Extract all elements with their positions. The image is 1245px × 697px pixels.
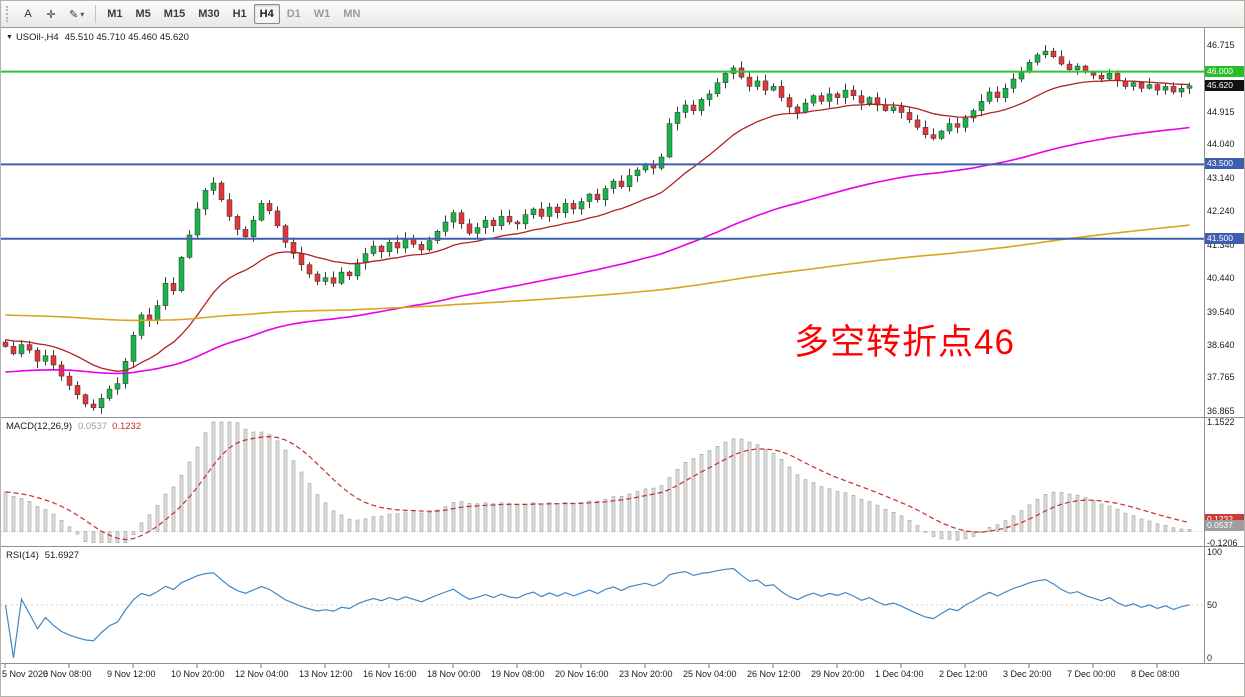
chevron-down-icon: ▾ bbox=[80, 9, 85, 19]
crosshair-tool-button[interactable]: ✛ bbox=[40, 4, 62, 24]
toolbar-separator bbox=[95, 5, 97, 23]
toolbar-grip[interactable] bbox=[6, 6, 13, 22]
pencil-icon: ✎ bbox=[69, 8, 79, 21]
panel-splitter[interactable] bbox=[1, 546, 1244, 547]
timeframe-w1-button[interactable]: W1 bbox=[308, 4, 337, 24]
macd-panel bbox=[1, 418, 1204, 546]
chart-annotation-text[interactable]: 多空转折点46 bbox=[794, 323, 1015, 362]
time-axis-strip[interactable] bbox=[1, 664, 1244, 696]
timeframe-mn-button[interactable]: MN bbox=[337, 4, 366, 24]
timeframe-d1-button[interactable]: D1 bbox=[281, 4, 307, 24]
panel-splitter[interactable] bbox=[1, 417, 1244, 418]
toolbar: A ✛ ✎ ▾ M1 M5 M15 M30 H1 H4 D1 W1 MN bbox=[1, 1, 1244, 28]
timeframe-m15-button[interactable]: M15 bbox=[158, 4, 191, 24]
main-chart-panel bbox=[1, 27, 1204, 417]
font-tool-button[interactable]: A bbox=[17, 4, 39, 24]
timeframe-group: M1 M5 M15 M30 H1 H4 D1 W1 MN bbox=[101, 4, 366, 24]
rsi-panel bbox=[1, 547, 1204, 663]
timeframe-m1-button[interactable]: M1 bbox=[101, 4, 128, 24]
panel-splitter[interactable] bbox=[1, 663, 1244, 664]
timeframe-h1-button[interactable]: H1 bbox=[227, 4, 253, 24]
price-axis-column[interactable] bbox=[1204, 27, 1244, 696]
timeframe-m30-button[interactable]: M30 bbox=[192, 4, 225, 24]
timeframe-m5-button[interactable]: M5 bbox=[130, 4, 157, 24]
timeframe-h4-button[interactable]: H4 bbox=[253, 4, 280, 24]
draw-color-dropdown-button[interactable]: ✎ ▾ bbox=[63, 4, 90, 24]
